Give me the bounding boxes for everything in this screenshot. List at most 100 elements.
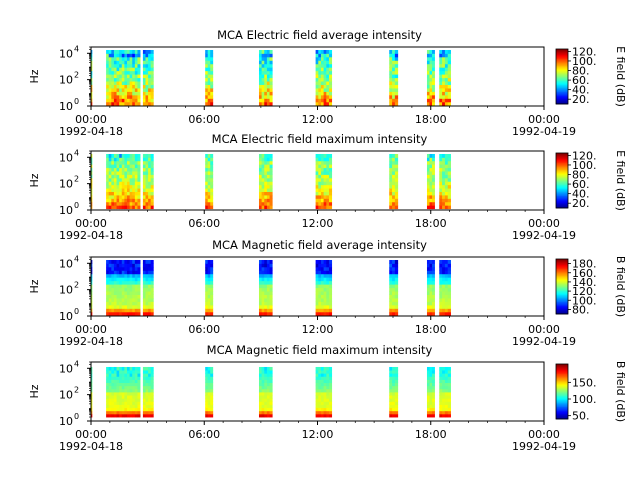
spectrogram-cell — [264, 398, 268, 402]
spectrogram-cell — [328, 84, 333, 89]
spectrogram-cell — [320, 74, 325, 79]
spectrogram-cell — [113, 184, 117, 189]
spectrogram-cell — [91, 153, 93, 158]
spectrogram-cell — [444, 201, 449, 206]
spectrogram-cell — [432, 77, 435, 82]
spectrogram-cell — [264, 205, 268, 210]
spectrogram-cell — [266, 157, 270, 162]
spectrogram-cell — [328, 77, 333, 82]
spectrogram-cell — [261, 304, 265, 309]
colorbar-step — [556, 169, 568, 172]
spectrogram-cell — [328, 413, 333, 418]
spectrogram-cell — [205, 392, 209, 396]
spectrogram-cell — [205, 370, 209, 374]
spectrogram-cell — [148, 382, 152, 387]
spectrogram-cell — [127, 53, 131, 58]
spectrogram-cell — [119, 284, 123, 289]
spectrogram-cell — [150, 184, 154, 189]
colorbar-step — [556, 194, 568, 197]
spectrogram-cell — [134, 74, 138, 79]
spectrogram-cell — [91, 259, 93, 264]
spectrogram-cell — [113, 259, 117, 264]
spectrogram-cell — [326, 304, 330, 309]
spectrogram-cell — [320, 91, 325, 96]
spectrogram-cell — [389, 81, 393, 85]
spectrogram-cell — [392, 370, 396, 374]
spectrogram-cell — [106, 53, 110, 58]
spectrogram-cell — [318, 98, 322, 103]
spectrogram-cell — [266, 370, 270, 374]
spectrogram-cell — [207, 294, 211, 299]
spectrogram-cell — [318, 388, 322, 393]
spectrogram-cell — [207, 395, 211, 399]
spectrogram-cell — [148, 67, 152, 72]
spectrogram-cell — [124, 177, 128, 182]
spectrogram-cell — [264, 56, 268, 61]
spectrogram-cell — [429, 77, 433, 82]
spectrogram-cell — [210, 63, 214, 68]
spectrogram-cell — [261, 284, 265, 289]
spectrogram-cell — [150, 401, 154, 405]
spectrogram-cell — [142, 171, 146, 175]
spectrogram-cell — [323, 84, 327, 89]
spectrogram-cell — [320, 259, 325, 264]
spectrogram-cell — [432, 81, 435, 85]
spectrogram-cell — [142, 177, 146, 182]
spectrogram-cell — [323, 153, 327, 158]
spectrogram-cell — [261, 366, 265, 371]
spectrogram-cell — [142, 91, 146, 96]
spectrogram-cell — [145, 67, 149, 72]
spectrogram-cell — [261, 379, 265, 384]
spectrogram-cell — [389, 191, 393, 196]
spectrogram-cell — [269, 376, 273, 380]
spectrogram-cell — [132, 56, 136, 61]
spectrogram-cell — [444, 298, 449, 302]
spectrogram-cell — [261, 53, 265, 58]
spectrogram-cell — [392, 404, 396, 409]
spectrogram-cell — [150, 263, 154, 268]
colorbar-tick-label: 40. — [572, 188, 590, 201]
spectrogram-cell — [137, 284, 141, 289]
spectrogram-cell — [145, 263, 149, 268]
spectrogram-cell — [442, 382, 446, 387]
spectrogram-cell — [137, 201, 141, 206]
spectrogram-cell — [132, 311, 136, 316]
spectrogram-cell — [429, 392, 433, 396]
spectrogram-cell — [148, 413, 152, 418]
spectrogram-cell — [261, 287, 265, 292]
spectrogram-cell — [318, 382, 322, 387]
spectrogram-cell — [111, 167, 115, 172]
colorbar-step — [556, 405, 568, 408]
spectrogram-cell — [442, 410, 446, 415]
spectrogram-cell — [150, 395, 154, 399]
spectrogram-cell — [442, 379, 446, 384]
spectrogram-cell — [392, 401, 396, 405]
spectrogram-cell — [261, 167, 265, 172]
spectrogram-cell — [432, 259, 435, 264]
spectrogram-cell — [266, 188, 270, 192]
spectrogram-cell — [320, 385, 325, 390]
spectrogram-cell — [119, 98, 123, 103]
spectrogram-cell — [323, 284, 327, 289]
spectrogram-cell — [106, 379, 110, 384]
spectrogram-cell — [108, 195, 112, 199]
spectrogram-cell — [127, 160, 131, 165]
spectrogram-cell — [121, 153, 125, 158]
spectrogram-cell — [269, 373, 273, 377]
spectrogram-cell — [266, 88, 270, 92]
spectrogram-cell — [148, 379, 152, 384]
spectrogram-cell — [266, 201, 270, 206]
spectrogram-cell — [326, 198, 330, 203]
spectrogram-cell — [447, 308, 451, 313]
spectrogram-cell — [207, 98, 211, 103]
spectrogram-cell — [106, 382, 110, 387]
spectrogram-cell — [148, 308, 152, 313]
spectrogram-cell — [127, 407, 131, 412]
spectrogram-cell — [394, 63, 399, 68]
spectrogram-cell — [323, 379, 327, 384]
spectrogram-cell — [205, 63, 209, 68]
spectrogram-cell — [132, 160, 136, 165]
spectrogram-cell — [121, 101, 125, 106]
spectrogram-cell — [426, 287, 430, 292]
